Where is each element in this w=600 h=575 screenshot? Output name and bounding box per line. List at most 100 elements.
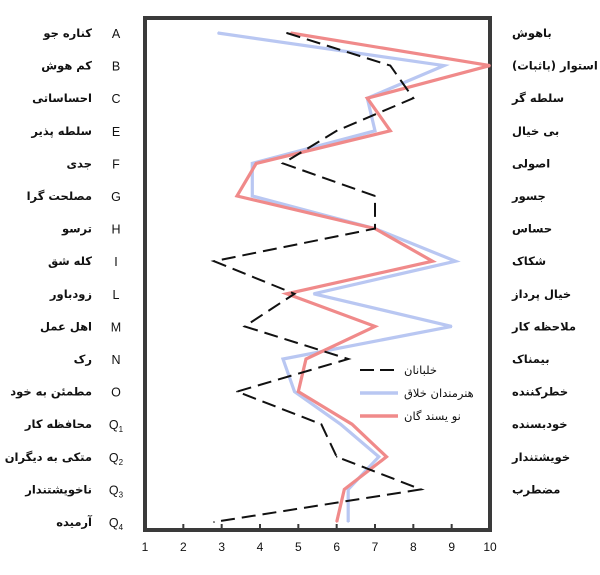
left-trait-labels: کناره جو کم هوش احساساتی سلطه پذیر جدی مصلحت … [5,26,93,529]
series-point [412,97,415,99]
right-trait-labels: باهوش استوار (باثبات) سلطه گر بی خیال اصولی ج… [511,26,598,496]
factor-code: Q1 [109,418,124,434]
right-trait-label: ملاحظه کار [511,319,576,333]
series-point [282,358,284,360]
series-point [420,488,422,491]
factor-code: E [112,125,120,139]
series-point [293,390,296,393]
factor-code: Q2 [109,451,124,467]
left-trait-label: سلطه پذیر [30,124,92,138]
series-line [234,31,491,523]
right-trait-label: شکاک [512,254,546,268]
series-point [374,325,376,328]
series-point [236,390,238,393]
left-trait-label: کله شق [48,254,92,268]
right-trait-label: حساس [512,222,552,236]
x-tick-label: 4 [257,540,264,554]
series-point [213,521,215,523]
series-point [374,195,376,197]
right-trait-label: بی خیال [512,124,559,138]
legend-label: هنرمندان خلاق [404,386,474,401]
legend-label: نو یسند گان [404,409,461,424]
left-trait-label: ترسو [61,222,92,237]
factor-code: I [114,255,117,269]
series-point [213,260,215,263]
series-point [335,521,338,523]
left-trait-label: زودباور [49,287,92,302]
left-trait-label: احساساتی [32,91,92,105]
left-trait-label: متکی به دیگران [5,450,92,464]
factor-codes: A B C E F G H I L M N O Q1 Q2 Q3 Q4 [109,27,124,532]
series-point [431,260,434,263]
right-trait-label: استوار (باثبات) [512,59,598,74]
left-trait-label: کم هوش [41,59,92,74]
legend-label: خلبانان [404,363,437,377]
factor-code: A [112,27,121,41]
series-point [312,293,315,295]
series-point [389,64,392,67]
factor-code: G [111,190,121,204]
series-point [255,162,257,165]
series-point [450,325,453,328]
right-trait-label: سلطه گر [511,91,564,105]
series-point [385,456,388,458]
legend: خلبانان هنرمندان خلاق نو یسند گان [360,363,474,424]
series-point [335,130,338,132]
left-trait-label: مطمئن به خود [10,385,92,400]
x-tick-label: 10 [483,540,497,554]
series-point [374,130,376,132]
series-point [251,195,254,197]
x-tick-label: 3 [218,540,225,554]
left-trait-label: مصلحت گرا [27,189,92,203]
series-point [335,456,338,458]
series-group [210,31,491,523]
factor-code: C [111,92,120,106]
x-tick-label: 9 [448,540,455,554]
series-point [343,488,346,491]
series-point [243,325,246,328]
series-point [297,390,300,393]
factor-code: F [112,157,120,171]
x-tick-label: 2 [180,540,187,554]
series-point [351,423,353,426]
series-point [347,488,349,491]
left-trait-label: آرمیده [56,515,93,529]
series-line [210,32,425,523]
x-tick-label: 7 [372,540,379,554]
series-point [286,32,288,34]
x-tick-label: 1 [142,540,149,554]
series-point [374,227,376,230]
factor-code: H [111,223,120,237]
x-tick-label: 5 [295,540,302,554]
series-point [339,423,342,426]
factor-code: N [111,353,120,367]
series-point [236,195,238,197]
left-trait-label: جدی [67,156,92,170]
right-trait-label: بیمناک [512,352,550,366]
factor-code: O [111,386,121,400]
series-point [217,32,219,34]
series-point [366,97,369,99]
factor-code: B [112,60,120,74]
series-line [217,31,461,522]
series-point [489,64,491,67]
left-trait-label: ناخویشتندار [24,482,92,497]
right-trait-label: خودبسنده [512,417,568,432]
left-trait-label: کناره جو [42,26,92,41]
series-point [347,358,349,360]
left-trait-label: محافظه کار [24,417,92,431]
series-point [305,358,307,360]
series-point [454,260,457,263]
series-point [282,162,284,165]
left-trait-label: اهل عمل [40,319,92,333]
right-trait-label: مضطرب [512,482,560,496]
factor-code: Q4 [109,516,124,532]
series-point [320,423,323,426]
series-point [389,130,392,132]
factor-code: Q3 [109,483,124,499]
series-point [286,293,288,295]
factor-code: L [113,288,120,302]
left-trait-label: رک [74,352,92,366]
factor-code: M [111,320,121,334]
